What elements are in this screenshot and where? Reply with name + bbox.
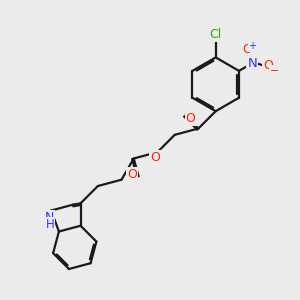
Text: O: O	[186, 112, 196, 125]
Text: N: N	[45, 212, 55, 224]
Text: −: −	[270, 66, 279, 76]
Text: O: O	[242, 43, 252, 56]
Text: N: N	[248, 57, 257, 70]
Text: O: O	[150, 151, 160, 164]
Text: +: +	[248, 41, 256, 51]
Text: O: O	[263, 59, 273, 72]
Text: O: O	[127, 168, 137, 182]
Text: Cl: Cl	[210, 28, 222, 40]
Text: H: H	[45, 218, 54, 231]
